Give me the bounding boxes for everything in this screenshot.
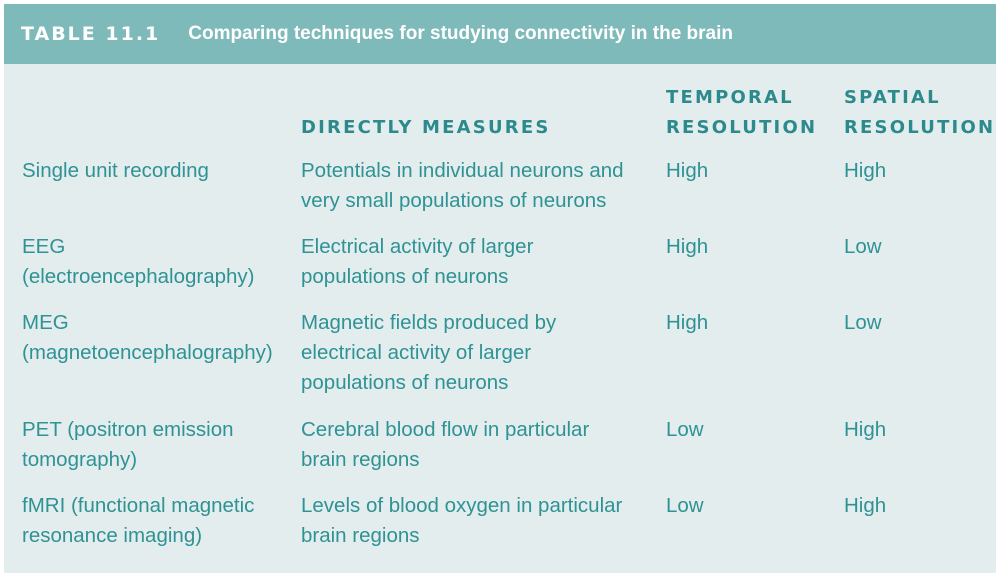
row-3-technique: MEG (magnetoencephalography) <box>22 311 273 364</box>
row-3-temporal: High <box>666 311 709 334</box>
row-3-spatial: Low <box>844 311 882 334</box>
row-5-measures: Levels of blood oxygen in particular bra… <box>301 494 623 547</box>
row-5-technique: fMRI (functional magnetic resonance imag… <box>22 494 255 547</box>
row-4-technique: PET (positron emission tomography) <box>22 418 234 471</box>
row-5-spatial: High <box>844 494 887 517</box>
row-1-measures: Potentials in individual neurons and ver… <box>301 159 624 212</box>
header-directly-measures: DIRECTLY MEASURES <box>301 117 551 138</box>
table-title: Comparing techniques for studying connec… <box>188 23 733 44</box>
row-2-technique: EEG (electroencephalography) <box>22 235 255 288</box>
table-number: TABLE 11.1 <box>21 23 161 45</box>
row-2-measures: Electrical activity of larger population… <box>301 235 534 288</box>
row-3-measures: Magnetic fields produced by electrical a… <box>301 311 557 394</box>
row-2-temporal: High <box>666 235 709 258</box>
row-2-spatial: Low <box>844 235 882 258</box>
header-spatial-resolution: SPATIAL RESOLUTION <box>844 87 996 138</box>
row-4-temporal: Low <box>666 418 704 441</box>
header-temporal-resolution: TEMPORAL RESOLUTION <box>666 87 818 138</box>
table-title-bar: TABLE 11.1 Comparing techniques for stud… <box>4 4 996 64</box>
row-1-technique: Single unit recording <box>22 159 209 182</box>
row-4-measures: Cerebral blood flow in particular brain … <box>301 418 590 471</box>
row-4-spatial: High <box>844 418 887 441</box>
row-1-spatial: High <box>844 159 887 182</box>
table-panel: TABLE 11.1 Comparing techniques for stud… <box>4 4 996 573</box>
row-1-temporal: High <box>666 159 709 182</box>
row-5-temporal: Low <box>666 494 704 517</box>
